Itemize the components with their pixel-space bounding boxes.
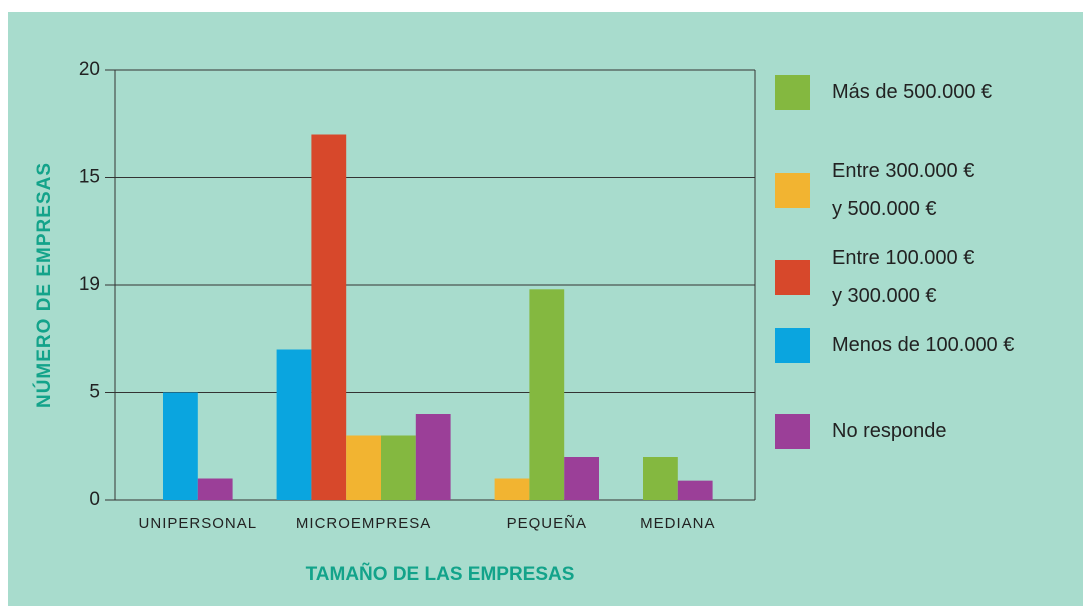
y-tick-label: 5: [89, 382, 100, 403]
y-tick-label: 0: [89, 489, 100, 510]
legend-item: No responde: [775, 412, 947, 450]
legend-label: Más de 500.000 €: [832, 81, 993, 103]
legend-swatch: [775, 259, 810, 295]
y-tick-label: 20: [79, 59, 100, 80]
legend-swatch: [775, 74, 810, 110]
bar: [643, 457, 678, 500]
legend-label: No responde: [832, 420, 947, 442]
x-tick-label: UNIPERSONAL: [139, 515, 258, 532]
y-tick-label: 15: [79, 167, 100, 188]
bar: [197, 478, 233, 500]
bar: [415, 414, 451, 500]
bar: [346, 435, 381, 500]
bar: [564, 457, 599, 500]
bar: [529, 289, 565, 500]
legend-swatch: [775, 172, 810, 208]
x-tick-label: MEDIANA: [640, 515, 715, 532]
y-axis-title: NÚMERO DE EMPRESAS: [33, 162, 55, 408]
x-tick-label: PEQUEÑA: [507, 515, 587, 532]
bar: [381, 435, 416, 500]
bar: [677, 480, 713, 500]
bar: [276, 349, 312, 500]
legend-item: Menos de 100.000 €: [775, 326, 1014, 364]
legend-label: Entre 300.000 € y 500.000 €: [832, 160, 975, 220]
bar: [494, 478, 530, 500]
x-tick-label: MICROEMPRESA: [296, 515, 431, 532]
legend-item: Más de 500.000 €: [775, 73, 992, 111]
legend-label: Menos de 100.000 €: [832, 334, 1015, 356]
x-axis-title: TAMAÑO DE LAS EMPRESAS: [306, 563, 575, 585]
legend-swatch: [775, 327, 810, 363]
y-tick-label: 19: [79, 274, 100, 295]
legend-item: Entre 100.000 € y 300.000 €: [775, 239, 974, 315]
bar: [311, 134, 347, 500]
bar: [163, 392, 198, 500]
legend-item: Entre 300.000 € y 500.000 €: [775, 152, 974, 228]
legend-label: Entre 100.000 € y 300.000 €: [832, 247, 975, 307]
legend-swatch: [775, 413, 810, 449]
